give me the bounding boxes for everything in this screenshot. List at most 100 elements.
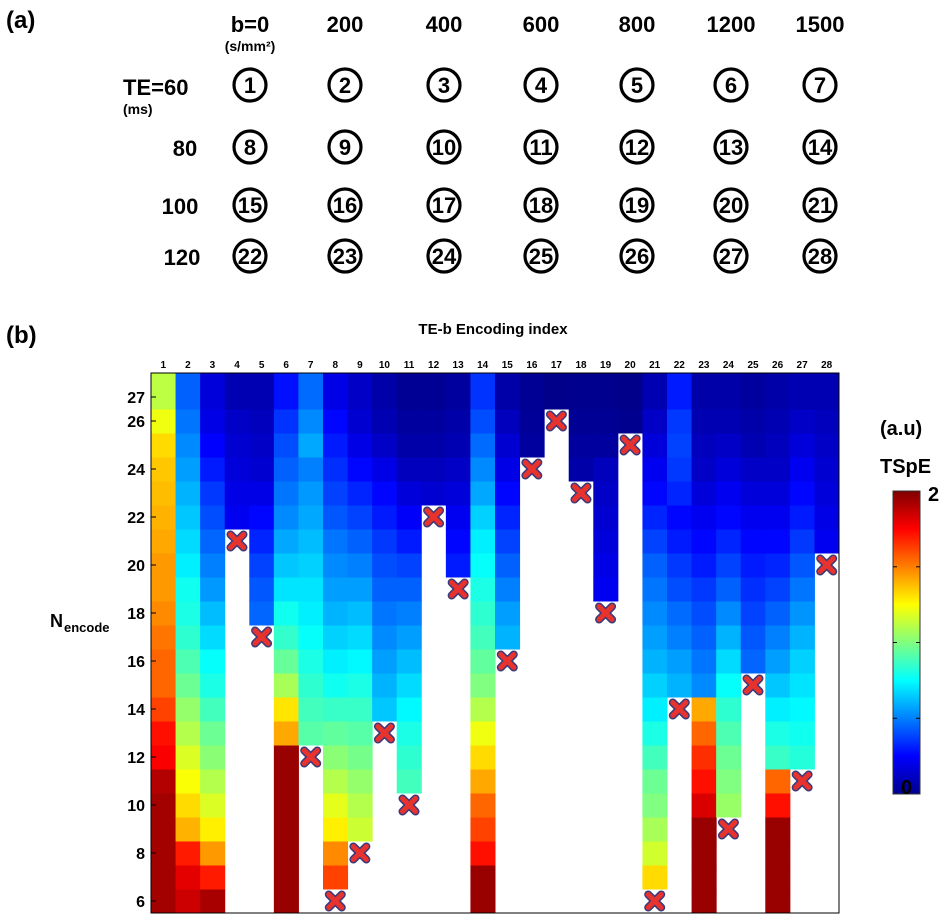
heatmap-cell (421, 373, 447, 410)
heatmap-cell (495, 373, 521, 410)
heatmap-cell (175, 601, 201, 626)
heatmap-cell (175, 409, 201, 434)
excluded-marker (423, 506, 445, 528)
heatmap-cell (323, 433, 349, 458)
heatmap-cell (789, 433, 815, 458)
heatmap-cell (175, 841, 201, 866)
circle-number: 2 (339, 73, 351, 98)
heatmap-cell (273, 817, 299, 842)
circle-outline (713, 187, 749, 223)
te-unit: (ms) (123, 101, 153, 117)
heatmap-column-19 (593, 373, 619, 602)
te-value-80: 80 (173, 136, 197, 161)
heatmap-cell (323, 625, 349, 650)
heatmap-column-16 (519, 373, 545, 458)
heatmap-cell (298, 553, 324, 578)
heatmap-cell (396, 529, 422, 554)
heatmap-cell (765, 865, 791, 890)
circle-number: 25 (529, 244, 553, 269)
colorbar: (a.u) TSpE 2 0 (880, 418, 939, 799)
heatmap-cell (372, 481, 398, 506)
heatmap-cell (323, 865, 349, 890)
heatmap-cell (200, 433, 226, 458)
heatmap-cell (740, 601, 766, 626)
circle-outline (802, 238, 838, 274)
heatmap-cell (642, 553, 668, 578)
heatmap-cell (298, 673, 324, 698)
x-tick-24: 24 (723, 360, 735, 371)
heatmap-cell (691, 553, 717, 578)
x-tick-10: 10 (379, 360, 391, 371)
heatmap-cell (495, 481, 521, 506)
excluded-marker (668, 698, 690, 720)
heatmap-cell (298, 601, 324, 626)
circle-outline (802, 129, 838, 165)
heatmap-cell (789, 373, 815, 410)
heatmap-cell (789, 505, 815, 530)
heatmap-cell (175, 865, 201, 890)
heatmap-cell (151, 529, 177, 554)
heatmap-cell (151, 769, 177, 794)
heatmap-cell (716, 673, 742, 698)
heatmap-cell (200, 601, 226, 626)
heatmap-cell (151, 673, 177, 698)
excluded-marker (251, 626, 273, 648)
heatmap-cell (396, 457, 422, 482)
colorbar-gradient (892, 490, 921, 795)
y-tick-27: 27 (127, 390, 145, 407)
heatmap-cell (667, 577, 693, 602)
circle-outline (713, 238, 749, 274)
encoding-circle-13: 13 (713, 129, 749, 165)
heatmap-cell (396, 649, 422, 674)
chart-title: TE-b Encoding index (418, 321, 568, 338)
heatmap-cell (224, 409, 250, 434)
y-tick-6: 6 (136, 894, 145, 911)
x-tick-2: 2 (185, 360, 191, 371)
heatmap-cell (691, 577, 717, 602)
heatmap-cell (445, 505, 471, 530)
circle-outline (802, 67, 838, 103)
heatmap-cell (151, 373, 177, 410)
circle-outline (802, 187, 838, 223)
circle-outline (232, 187, 268, 223)
heatmap-column-1 (151, 373, 177, 914)
heatmap-cell (273, 865, 299, 890)
heatmap-cell (519, 433, 545, 458)
heatmap-cell (396, 433, 422, 458)
excluded-marker (496, 650, 518, 672)
heatmap-cell (617, 373, 643, 410)
heatmap-cell (273, 481, 299, 506)
heatmap-cell (347, 409, 373, 434)
heatmap-cell (765, 433, 791, 458)
heatmap-column-7 (298, 373, 324, 746)
circle-number: 12 (625, 135, 649, 160)
encoding-circle-20: 20 (713, 187, 749, 223)
heatmap-cell (421, 457, 447, 482)
heatmap-cell (224, 505, 250, 530)
heatmap-cell (765, 673, 791, 698)
heatmap-cell (593, 457, 619, 482)
heatmap-cell (347, 481, 373, 506)
heatmap-cell (495, 457, 521, 482)
heatmap-cell (445, 529, 471, 554)
circle-outline (523, 187, 559, 223)
heatmap-cell (568, 373, 594, 410)
heatmap-cell (765, 697, 791, 722)
b-header: b=0 (231, 12, 270, 37)
heatmap-cell (740, 577, 766, 602)
heatmap-column-17 (544, 373, 570, 410)
panel-a-label: (a) (6, 7, 35, 34)
heatmap-cell (691, 601, 717, 626)
encoding-circle-1: 1 (232, 67, 268, 103)
circle-outline (426, 187, 462, 223)
x-tick-18: 18 (575, 360, 587, 371)
heatmap-cell (765, 625, 791, 650)
heatmap-cell (470, 601, 496, 626)
heatmap-cell (593, 505, 619, 530)
heatmap-cell (372, 697, 398, 722)
heatmap-cell (273, 433, 299, 458)
heatmap-cell (151, 721, 177, 746)
excluded-marker (570, 482, 592, 504)
heatmap-cell (691, 745, 717, 770)
